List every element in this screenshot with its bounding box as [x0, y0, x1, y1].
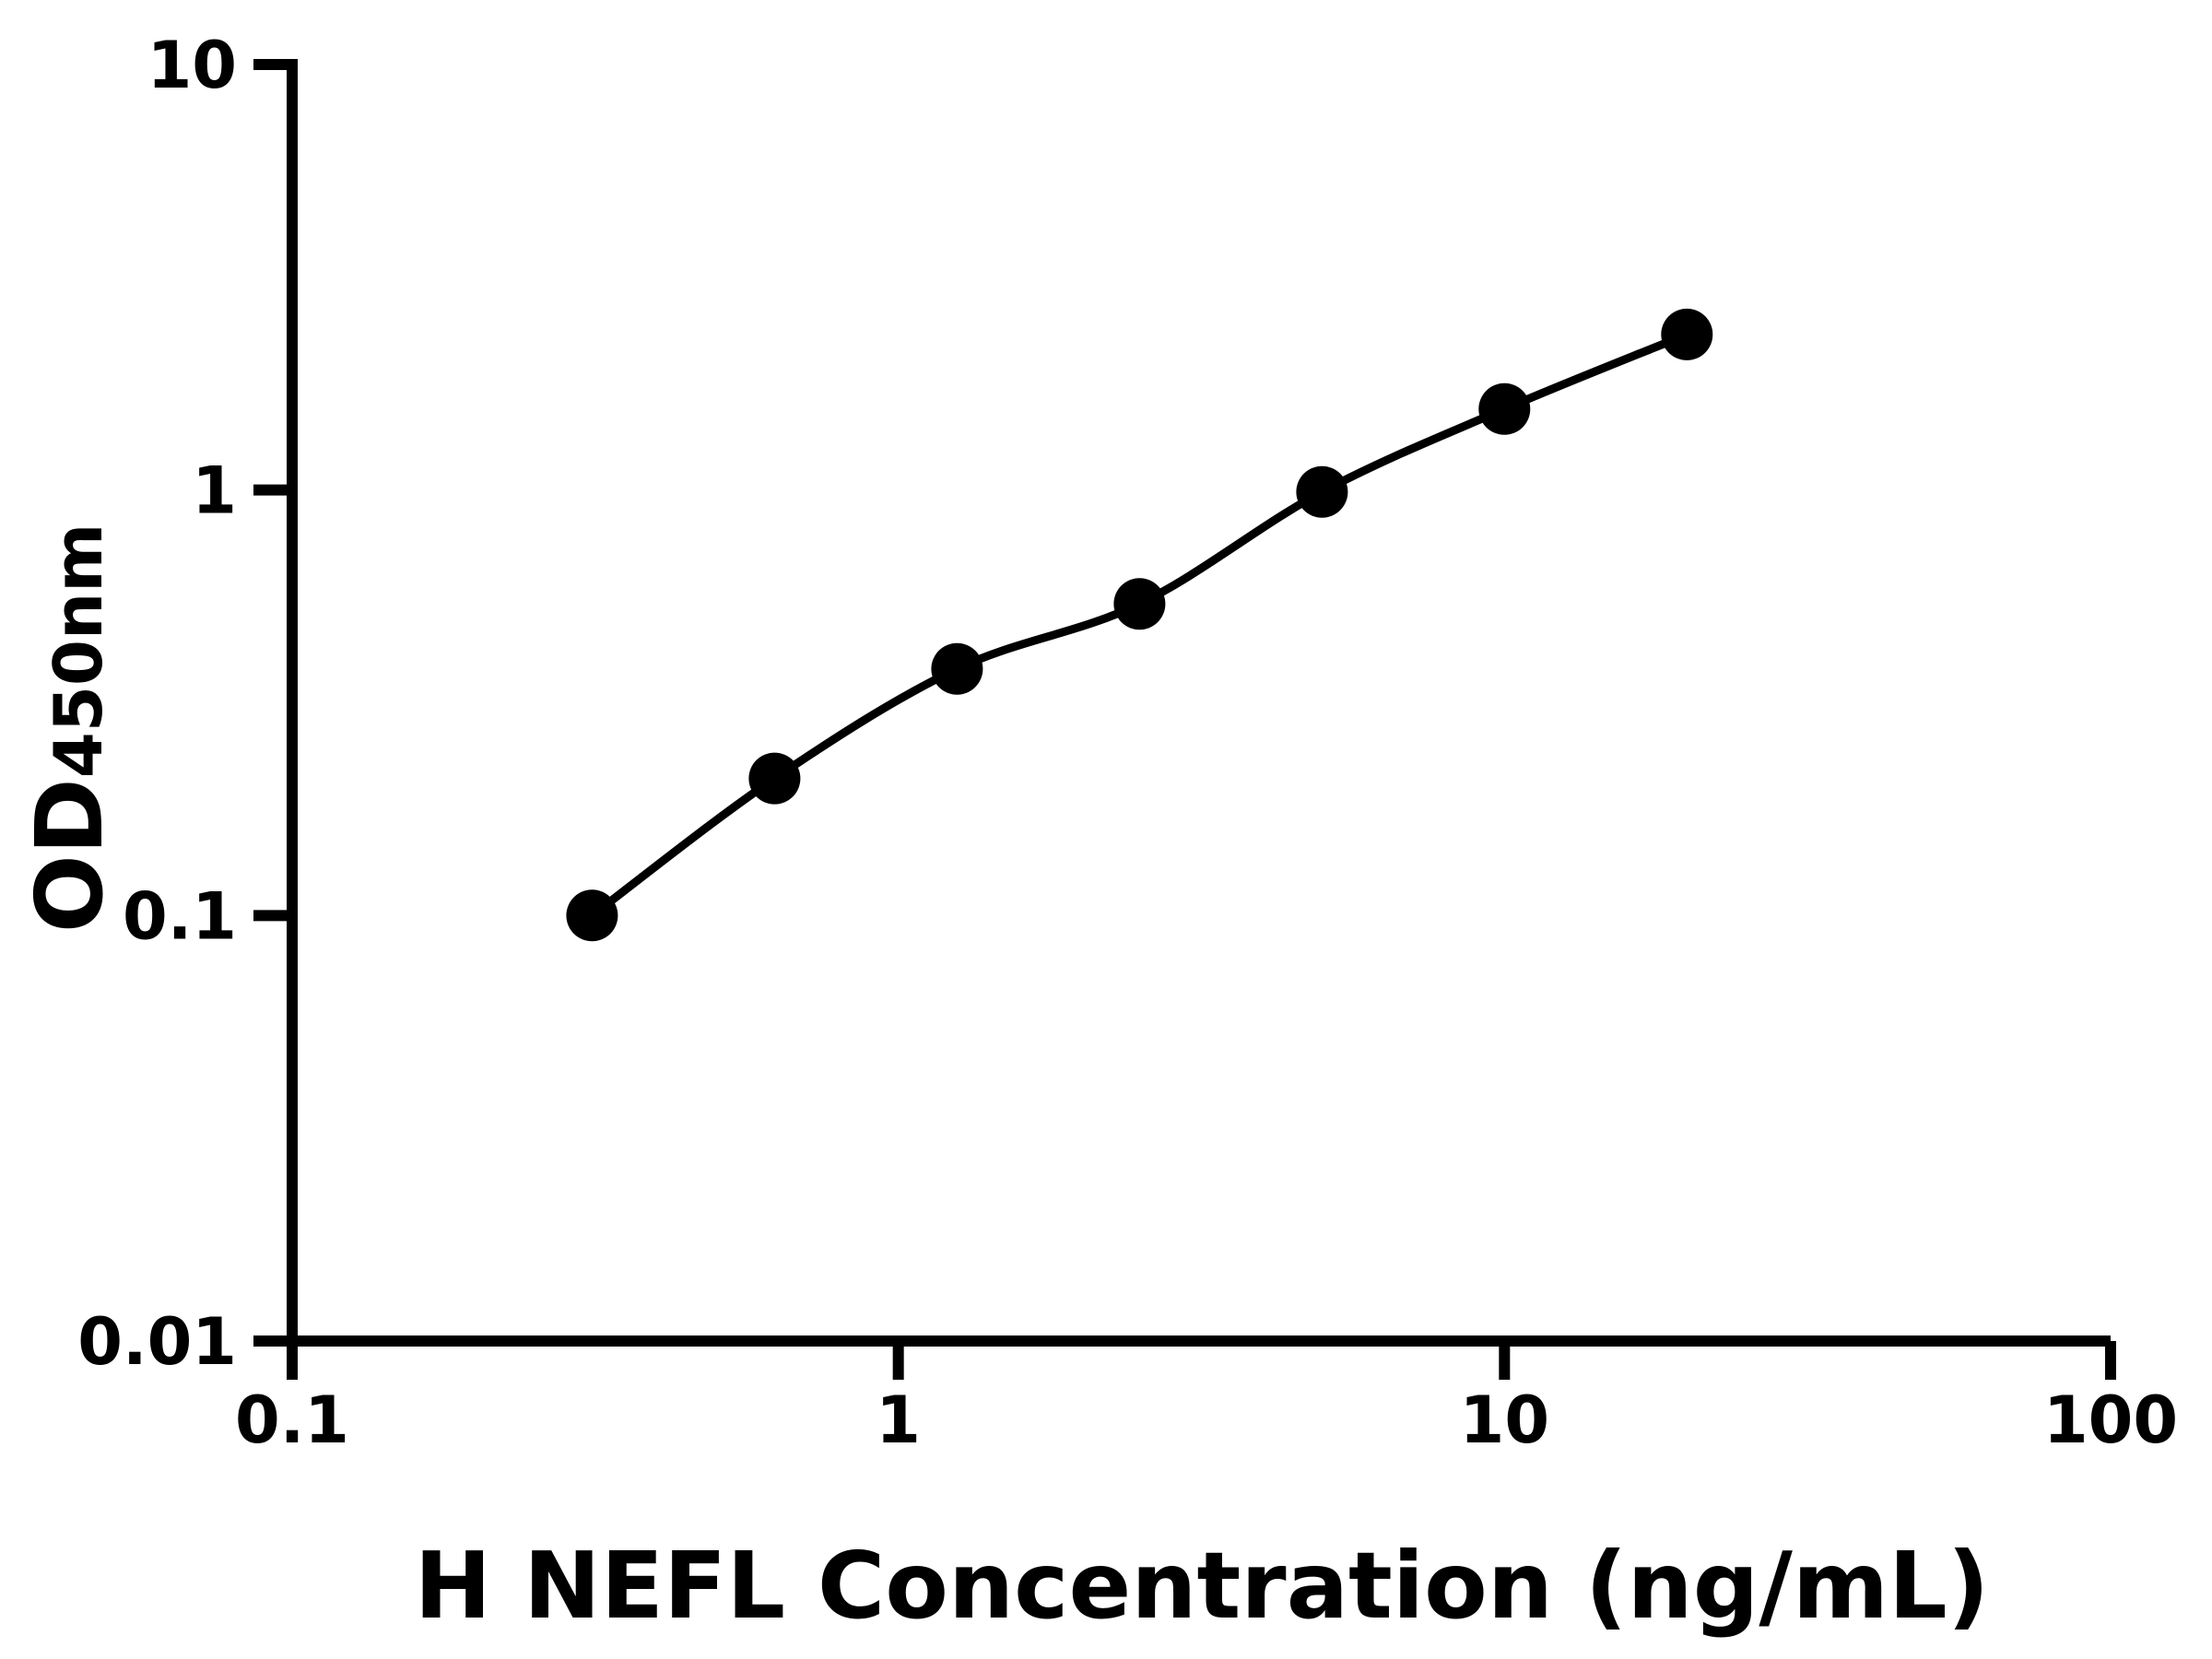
data-point — [566, 889, 618, 942]
y-axis-title-text: OD450nm — [16, 524, 124, 934]
y-axis-ticks: 0.01 0.1 1 10 — [77, 28, 292, 1380]
plot-axes — [287, 59, 2111, 1347]
y-axis-title: OD450nm — [16, 524, 124, 934]
y-axis-title-main: OD — [16, 778, 124, 933]
data-point — [1296, 465, 1348, 518]
x-tick-label: 1 — [876, 1382, 921, 1458]
x-tick-label: 100 — [2043, 1382, 2178, 1458]
y-tick-label: 0.1 — [123, 878, 237, 954]
data-point — [1478, 382, 1531, 435]
data-point — [931, 642, 983, 695]
y-axis-title-sub: 450nm — [40, 524, 117, 779]
y-tick-label: 1 — [192, 453, 237, 529]
y-tick-label: 10 — [147, 28, 237, 103]
data-point — [1113, 578, 1166, 630]
x-axis-title: H NEFL Concentration (ng/mL) — [415, 1532, 1990, 1640]
data-point — [1661, 308, 1713, 360]
x-tick-label: 10 — [1460, 1382, 1549, 1458]
data-point — [748, 752, 801, 805]
x-tick-label: 0.1 — [235, 1382, 349, 1458]
y-tick-label: 0.01 — [77, 1304, 237, 1380]
x-axis-ticks: 0.1 1 10 100 — [235, 1341, 2178, 1458]
series-standard-curve — [566, 308, 1713, 942]
